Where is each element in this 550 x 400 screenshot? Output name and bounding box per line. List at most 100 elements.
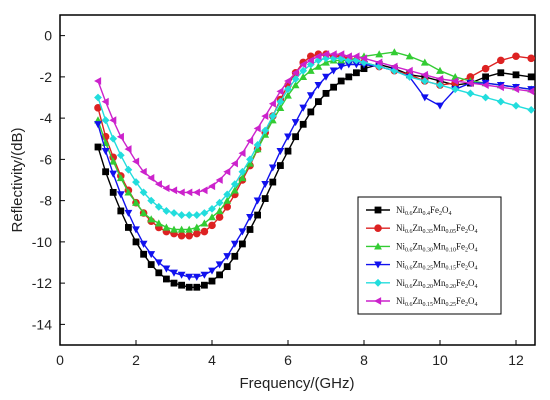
- x-tick-label: 0: [56, 352, 64, 368]
- legend-marker: [374, 278, 382, 287]
- data-point: [208, 277, 216, 285]
- data-point: [109, 157, 118, 165]
- data-point: [94, 77, 102, 85]
- data-point: [481, 93, 490, 102]
- data-point: [193, 283, 201, 291]
- data-point: [215, 176, 223, 184]
- data-point: [292, 133, 299, 141]
- data-point: [230, 186, 239, 194]
- data-point: [420, 94, 429, 102]
- data-point: [162, 223, 171, 231]
- data-point: [405, 52, 414, 60]
- data-point: [276, 87, 284, 96]
- data-point: [147, 174, 155, 182]
- data-point: [496, 83, 504, 92]
- data-point: [344, 52, 352, 61]
- data-point: [291, 119, 300, 127]
- data-point: [353, 69, 360, 77]
- legend-item: Ni0.6Zn0.20Mn0.20Fe2O4: [366, 278, 478, 290]
- data-point: [170, 186, 178, 195]
- data-point: [238, 149, 246, 158]
- data-point: [185, 283, 193, 291]
- data-point: [223, 253, 232, 261]
- y-tick-label: -12: [32, 275, 52, 291]
- legend-marker: [374, 242, 382, 250]
- data-point: [139, 167, 147, 176]
- data-point: [405, 72, 414, 81]
- data-point: [306, 60, 315, 69]
- data-point: [276, 97, 285, 106]
- data-point: [512, 85, 520, 94]
- data-point: [177, 211, 186, 219]
- data-point: [208, 182, 216, 191]
- data-point: [527, 87, 535, 96]
- series-group: [94, 48, 536, 291]
- data-point: [124, 209, 133, 217]
- data-point: [215, 198, 224, 207]
- legend-label: Ni0.6Zn0.35Mn0.05Fe2O4: [396, 223, 478, 235]
- data-point: [254, 211, 261, 219]
- data-point: [284, 133, 292, 141]
- data-point: [337, 50, 345, 59]
- data-point: [360, 54, 368, 63]
- data-point: [420, 70, 428, 79]
- data-point: [344, 56, 353, 65]
- data-point: [147, 215, 156, 223]
- data-point: [223, 196, 232, 204]
- data-point: [147, 251, 156, 259]
- data-point: [185, 273, 194, 281]
- legend-label: Ni0.6Zn0.20Mn0.20Fe2O4: [396, 278, 478, 290]
- data-point: [230, 180, 239, 189]
- data-point: [277, 162, 284, 169]
- data-point: [512, 101, 520, 110]
- data-point: [200, 186, 208, 195]
- data-point: [261, 195, 269, 202]
- data-point: [124, 188, 133, 196]
- data-point: [230, 159, 238, 168]
- data-point: [154, 180, 162, 189]
- data-point: [132, 226, 140, 234]
- data-point: [200, 209, 209, 217]
- data-point: [193, 229, 201, 238]
- x-tick-label: 2: [132, 352, 140, 368]
- data-point: [231, 252, 239, 260]
- data-point: [284, 147, 292, 155]
- data-point: [223, 167, 231, 176]
- data-point: [124, 145, 132, 153]
- data-point: [284, 77, 292, 85]
- data-point: [208, 204, 216, 213]
- data-point: [466, 73, 475, 81]
- data-point: [306, 66, 315, 74]
- data-point: [306, 56, 314, 65]
- data-point: [466, 89, 475, 98]
- data-point: [269, 178, 277, 186]
- data-point: [200, 219, 209, 227]
- data-point: [238, 228, 247, 236]
- legend: Ni0.6Zn0.4Fe2O4 Ni0.6Zn0.35Mn0.05Fe2O4 Ni0…: [357, 196, 502, 315]
- data-point: [177, 225, 186, 233]
- legend-item: Ni0.6Zn0.15Mn0.25Fe2O4: [366, 296, 478, 308]
- data-point: [192, 223, 201, 231]
- data-point: [177, 188, 185, 197]
- data-point: [139, 188, 148, 197]
- data-point: [375, 50, 384, 58]
- legend-item: Ni0.6Zn0.25Mn0.15Fe2O4: [366, 260, 478, 272]
- data-point: [216, 271, 223, 279]
- x-tick-label: 10: [432, 352, 448, 368]
- data-point: [132, 178, 140, 186]
- data-point: [284, 91, 292, 99]
- data-point: [329, 50, 337, 59]
- data-point: [246, 213, 254, 222]
- data-point: [155, 269, 163, 277]
- data-point: [185, 188, 193, 197]
- data-point: [163, 275, 170, 283]
- data-point: [132, 238, 140, 246]
- data-point: [109, 170, 118, 178]
- data-point: [178, 281, 185, 289]
- data-point: [109, 134, 118, 143]
- data-point: [238, 174, 247, 182]
- data-point: [230, 240, 239, 248]
- data-point: [451, 77, 459, 85]
- data-point: [299, 120, 307, 128]
